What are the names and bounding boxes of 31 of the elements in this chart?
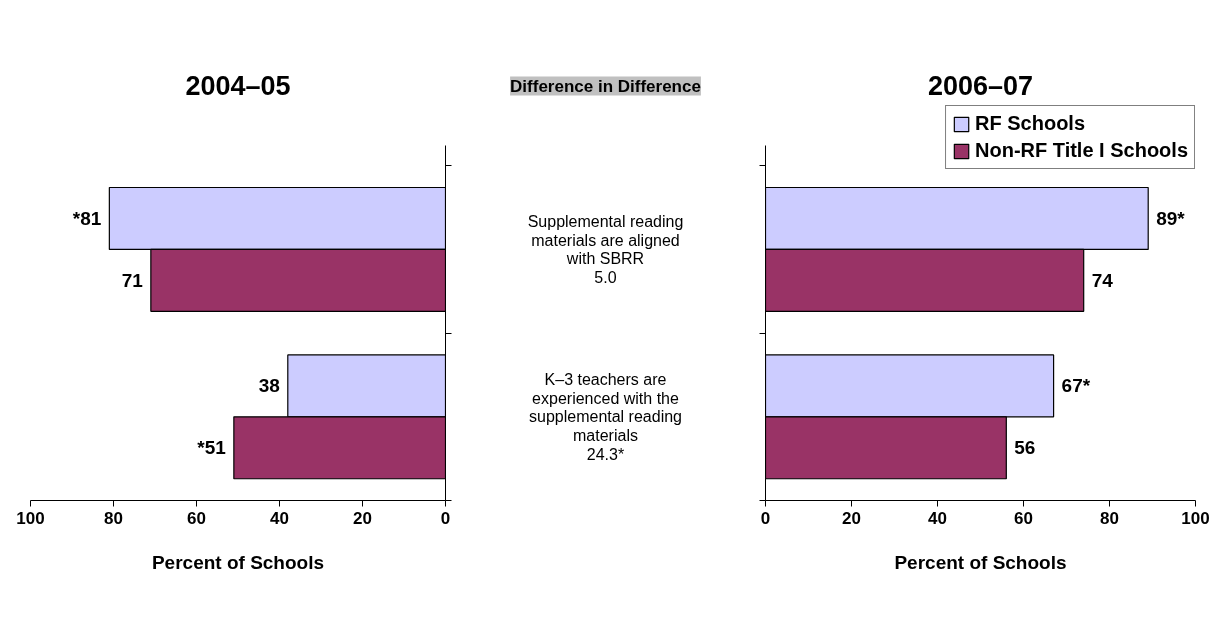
data-label: 71 (121, 269, 144, 291)
x-axis-title: Percent of Schools (894, 551, 1067, 573)
x-tick-label: 80 (1100, 508, 1119, 528)
x-tick-label: 0 (760, 508, 771, 528)
x-tick-label: 40 (270, 508, 289, 528)
data-label: 74 (1091, 269, 1114, 291)
chart-title: 2006–07 (927, 70, 1034, 101)
text: Difference in Difference (510, 76, 701, 96)
x-tick-label: 100 (1181, 508, 1210, 528)
y-tick-label: Supplemental reading materials are aligned with SBRR (527, 212, 684, 268)
x-tick-label: 100 (16, 508, 45, 528)
x-tick-label: 20 (353, 508, 372, 528)
x-tick-label: 0 (440, 508, 451, 528)
legend-label: Non-RF Title I Schools (975, 139, 1188, 162)
text: 24.3* (586, 445, 625, 463)
data-label: 38 (258, 375, 280, 397)
data-label: 67* (1061, 375, 1091, 397)
x-tick-label: 80 (104, 508, 123, 528)
x-tick-label: 40 (928, 508, 947, 528)
legend-label: RF Schools (975, 112, 1086, 135)
x-tick-label: 20 (842, 508, 861, 528)
data-label: *81 (72, 207, 102, 229)
data-label: 56 (1014, 437, 1036, 459)
text: 5.0 (594, 268, 617, 286)
x-axis-title: Percent of Schools (151, 551, 325, 573)
data-label: 89* (1156, 207, 1186, 229)
y-tick-label: K–3 teachers are experienced with the supplemental reading materials (529, 370, 682, 445)
x-tick-label: 60 (1014, 508, 1033, 528)
chart-title: 2004–05 (185, 70, 291, 101)
x-tick-label: 60 (187, 508, 206, 528)
data-label: *51 (197, 437, 227, 459)
